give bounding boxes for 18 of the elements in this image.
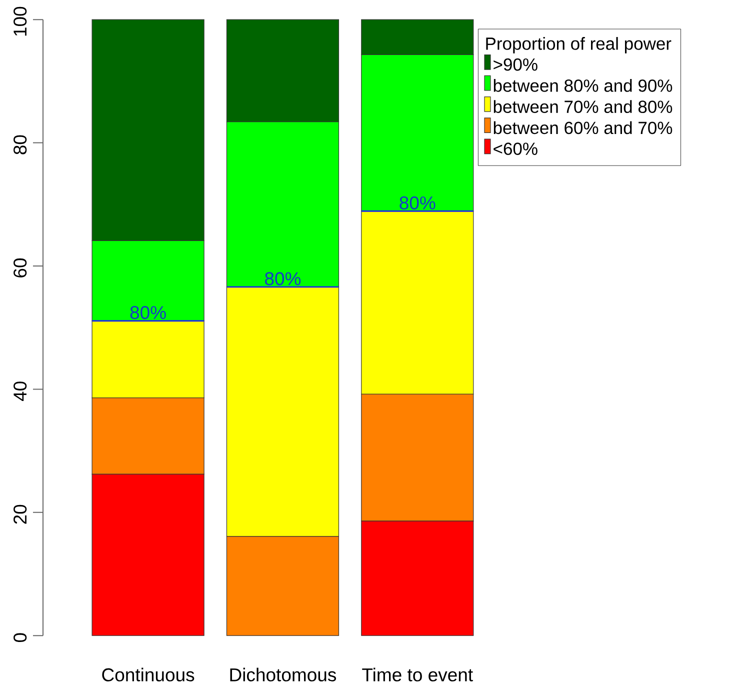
x-tick-label: Dichotomous xyxy=(230,668,336,682)
legend-label: between 60% and 70% xyxy=(494,121,672,134)
x-tick-label: Continuous xyxy=(102,668,194,682)
annotation: 80% xyxy=(130,306,166,320)
legend-label: >90% xyxy=(494,58,538,71)
legend-label: between 80% and 90% xyxy=(494,79,672,92)
legend-title: Proportion of real power xyxy=(486,37,672,54)
annotation: 80% xyxy=(265,272,301,286)
legend-label: between 70% and 80% xyxy=(494,100,672,114)
y-tick-label: 60 xyxy=(14,258,27,278)
y-tick-label: 0 xyxy=(14,633,27,642)
annotation: 80% xyxy=(400,196,436,210)
x-tick-label: Time to event xyxy=(362,668,473,682)
legend-label: <60% xyxy=(494,142,538,156)
y-tick-label: 20 xyxy=(14,505,27,524)
y-tick-label: 100 xyxy=(14,7,27,36)
y-tick-label: 80 xyxy=(14,135,27,154)
y-tick-label: 40 xyxy=(14,382,27,402)
